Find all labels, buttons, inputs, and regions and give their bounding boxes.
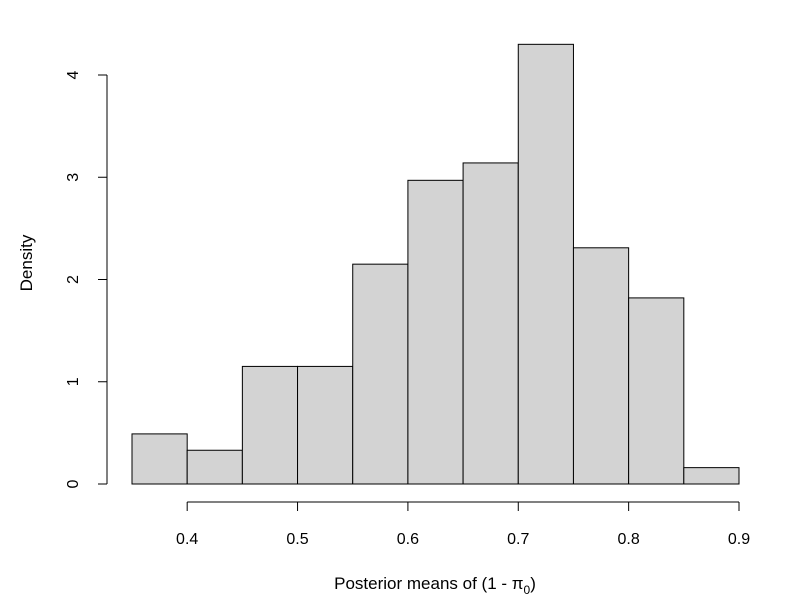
x-axis-title: Posterior means of (1 - π0) [334, 574, 536, 597]
y-axis-title: Density [17, 234, 36, 291]
x-tick-label: 0.8 [618, 531, 640, 548]
histogram-bar [517, 43, 574, 485]
histogram-bar [131, 433, 188, 485]
x-tick-label: 0.5 [286, 531, 308, 548]
y-axis: 0 1 2 3 4 [65, 70, 108, 488]
histogram-bar [241, 365, 299, 485]
histogram-bars [131, 43, 740, 485]
histogram-bar [628, 297, 685, 485]
x-tick-label: 0.7 [507, 531, 529, 548]
y-tick-label: 3 [65, 173, 82, 182]
histogram-bar [352, 263, 409, 485]
y-tick-label: 0 [65, 479, 82, 488]
histogram-bar [462, 162, 519, 485]
histogram-bar [683, 467, 740, 485]
histogram-bar [186, 449, 243, 485]
histogram-bar [572, 247, 630, 485]
histogram-bar [407, 179, 464, 485]
y-tick-label: 2 [65, 275, 82, 284]
x-tick-label: 0.4 [176, 531, 198, 548]
histogram-bar [297, 365, 354, 485]
x-axis: 0.4 0.5 0.6 0.7 0.8 0.9 [176, 501, 750, 548]
x-tick-label: 0.6 [397, 531, 419, 548]
x-tick-label: 0.9 [728, 531, 750, 548]
y-tick-label: 4 [65, 70, 82, 79]
y-tick-label: 1 [65, 377, 82, 386]
